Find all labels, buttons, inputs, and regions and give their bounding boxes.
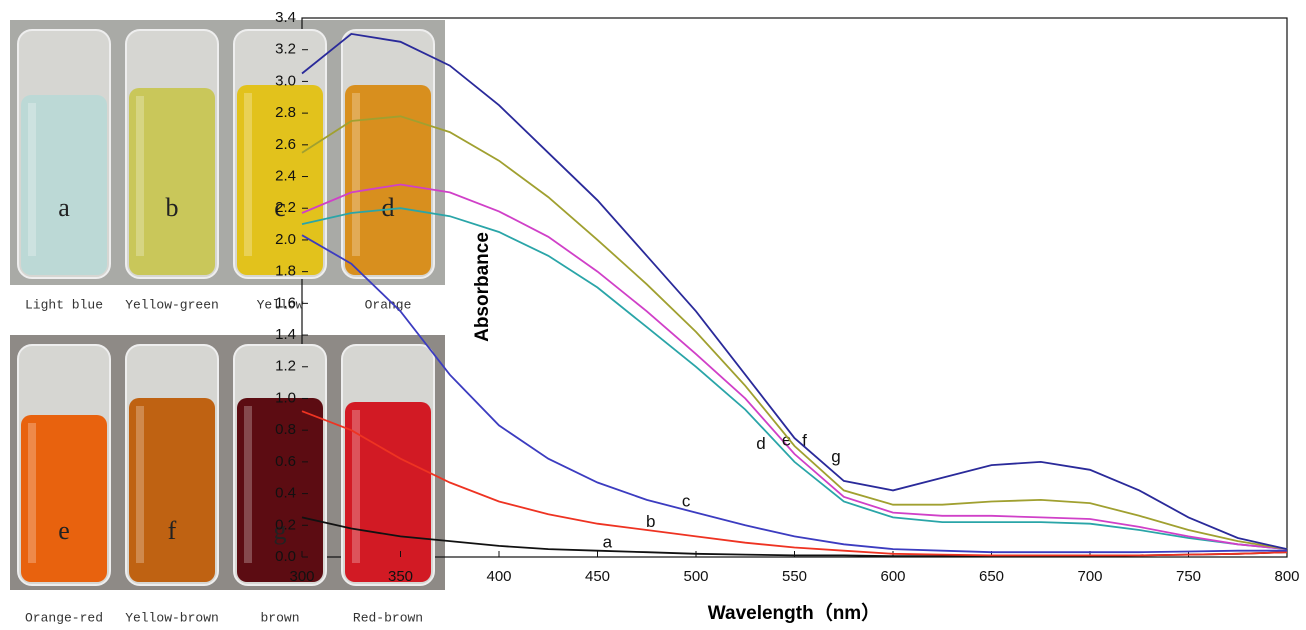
y-tick-label: 2.0 <box>275 231 296 248</box>
x-tick-label: 450 <box>585 568 610 585</box>
plot-frame <box>301 17 1288 558</box>
vial-shine <box>244 406 252 563</box>
y-tick-label: 2.8 <box>275 104 296 121</box>
vial-caption: Orange <box>365 297 412 312</box>
series-label: e <box>782 431 791 450</box>
vial-shine <box>136 96 144 256</box>
vial-letter: e <box>58 516 70 545</box>
x-tick-label: 400 <box>486 568 511 585</box>
vial-shine <box>352 410 360 563</box>
y-tick-label: 0.4 <box>275 485 296 502</box>
y-tick-label: 3.4 <box>275 9 296 26</box>
y-tick-label: 2.6 <box>275 136 296 153</box>
vial-caption: Yellow-green <box>125 297 219 312</box>
series-line <box>301 32 1288 550</box>
y-tick-label: 2.2 <box>275 199 296 216</box>
x-tick-label: 600 <box>880 568 905 585</box>
x-tick-label: 300 <box>289 568 314 585</box>
series-line <box>301 183 1288 550</box>
x-axis-label: Wavelength（nm） <box>708 601 880 624</box>
x-tick-label: 650 <box>979 568 1004 585</box>
x-tick-label: 800 <box>1274 568 1299 585</box>
y-tick-label: 0.2 <box>275 516 296 533</box>
vial-letter: c <box>274 193 286 222</box>
series-label: d <box>756 434 765 453</box>
x-tick-label: 500 <box>683 568 708 585</box>
vial-letter: a <box>58 193 70 222</box>
series-line <box>301 115 1288 550</box>
vial-caption: Yellow <box>257 297 304 312</box>
series-label: a <box>603 532 613 551</box>
y-tick-label: 1.8 <box>275 263 296 280</box>
vial-liquid <box>129 88 215 275</box>
series-line <box>301 410 1288 557</box>
vial-shine <box>28 423 36 563</box>
y-tick-label: 0.6 <box>275 453 296 470</box>
y-tick-label: 0.8 <box>275 421 296 438</box>
y-tick-label: 1.2 <box>275 358 296 375</box>
y-tick-label: 0.0 <box>275 548 296 565</box>
y-tick-label: 2.4 <box>275 167 296 184</box>
x-tick-label: 700 <box>1077 568 1102 585</box>
x-tick-label: 350 <box>388 568 413 585</box>
x-tick-label: 550 <box>782 568 807 585</box>
y-tick-label: 1.0 <box>275 389 296 406</box>
y-tick-label: 1.4 <box>275 326 296 343</box>
vial-caption: Light blue <box>25 297 103 312</box>
y-tick-label: 3.2 <box>275 41 296 58</box>
vial-caption: Yellow-brown <box>125 610 219 625</box>
vial-letter: g <box>274 516 287 545</box>
x-tick-label: 750 <box>1176 568 1201 585</box>
vial-caption: brown <box>260 610 299 625</box>
y-tick-label: 3.0 <box>275 72 296 89</box>
series-label: c <box>682 492 691 511</box>
vial-shine <box>136 406 144 563</box>
vial-liquid <box>129 398 215 582</box>
y-axis-label: Absorbance <box>472 232 493 342</box>
vial-shine <box>28 103 36 256</box>
series-line <box>301 207 1288 550</box>
series-label: f <box>802 431 807 450</box>
series-line <box>301 234 1287 554</box>
vial-liquid <box>345 85 431 275</box>
vial-letter: f <box>168 516 177 545</box>
vial-shine <box>244 93 252 256</box>
vial-liquid <box>237 85 323 275</box>
series-label: b <box>646 512 655 531</box>
vial-liquid <box>21 415 107 582</box>
vial-letter: d <box>382 193 395 222</box>
y-tick-label: 1.6 <box>275 294 296 311</box>
vial-caption: Orange-red <box>25 610 103 625</box>
vial-liquid <box>237 398 323 582</box>
vial-letter: b <box>166 193 179 222</box>
vial-shine <box>352 93 360 256</box>
series-label: g <box>831 447 840 466</box>
vial-caption: Red-brown <box>353 610 423 625</box>
vial-liquid <box>21 95 107 275</box>
